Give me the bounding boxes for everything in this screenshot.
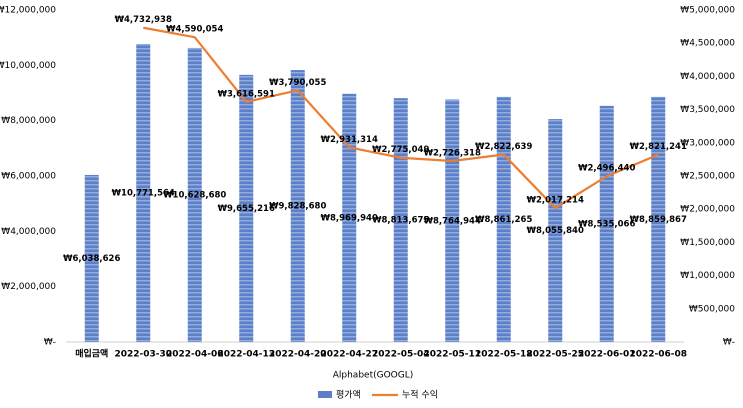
y-tick-label: ₩10,000,000: [0, 61, 56, 71]
legend-label: 누적 수익: [402, 389, 438, 401]
data-label: ₩2,822,639: [475, 142, 532, 152]
y-tick-label: ₩-: [44, 338, 56, 348]
data-label: ₩2,931,314: [321, 135, 378, 145]
x-tick-label: 2022-05-04: [372, 350, 430, 360]
y-tick-label: ₩6,000,000: [1, 172, 56, 182]
x-axis-title: Alphabet(GOOGL): [333, 371, 414, 381]
data-label: ₩8,813,675: [372, 216, 429, 226]
data-label: ₩8,861,265: [475, 215, 532, 225]
y2-tick-label: ₩2,500,000: [680, 172, 735, 182]
x-tick-label: 2022-05-18: [475, 350, 533, 360]
data-label: ₩3,790,055: [269, 78, 326, 88]
bar: [342, 93, 357, 342]
y2-tick-label: ₩-: [723, 338, 735, 348]
y-tick-label: ₩12,000,000: [0, 6, 56, 16]
x-tick-label: 2022-04-13: [217, 350, 275, 360]
data-label: ₩3,616,591: [218, 89, 275, 99]
data-label: ₩2,017,214: [527, 196, 584, 206]
x-tick-label: 2022-05-25: [526, 350, 584, 360]
y2-tick-label: ₩1,500,000: [680, 238, 735, 248]
legend-label: 평가액: [336, 389, 361, 401]
legend-swatch: [318, 391, 332, 398]
data-label: ₩9,655,216: [218, 204, 275, 214]
data-label: ₩10,628,680: [163, 190, 226, 200]
bar: [599, 105, 614, 342]
data-label: ₩4,732,938: [115, 15, 172, 25]
data-label: ₩8,055,840: [527, 226, 584, 236]
y2-tick-label: ₩500,000: [689, 304, 735, 314]
y-tick-label: ₩8,000,000: [1, 116, 56, 126]
data-label: ₩8,969,940: [321, 213, 378, 223]
x-tick-label: 2022-06-01: [578, 350, 636, 360]
x-tick-label: 2022-06-08: [629, 350, 687, 360]
data-label: ₩4,590,054: [166, 25, 223, 35]
x-tick-label: 2022-03-30: [114, 350, 172, 360]
data-label: ₩10,771,564: [112, 188, 175, 198]
bar: [239, 74, 254, 342]
y2-tick-label: ₩5,000,000: [680, 6, 735, 16]
y-tick-label: ₩4,000,000: [1, 227, 56, 237]
data-label: ₩6,038,626: [63, 254, 120, 264]
y-tick-label: ₩2,000,000: [1, 282, 56, 292]
bar: [84, 174, 99, 342]
x-tick-label: 2022-04-20: [269, 350, 327, 360]
data-label: ₩2,496,440: [578, 164, 635, 174]
data-label: ₩9,828,680: [269, 202, 326, 212]
data-label: ₩8,859,867: [630, 215, 687, 225]
y2-tick-label: ₩4,500,000: [680, 39, 735, 49]
y2-tick-label: ₩3,500,000: [680, 105, 735, 115]
x-tick-label: 2022-04-27: [320, 350, 378, 360]
data-label: ₩8,764,944: [424, 216, 481, 226]
data-label: ₩2,775,049: [372, 145, 429, 155]
y2-tick-label: ₩1,000,000: [680, 271, 735, 281]
bar: [290, 70, 305, 343]
y2-tick-label: ₩2,000,000: [680, 205, 735, 215]
x-tick-label: 2022-04-06: [166, 350, 224, 360]
y2-tick-label: ₩3,000,000: [680, 138, 735, 148]
data-label: ₩2,821,241: [630, 142, 687, 152]
bar: [136, 43, 151, 343]
bar: [187, 47, 202, 343]
bar: [548, 119, 563, 342]
data-label: ₩2,726,318: [424, 148, 481, 158]
y2-tick-label: ₩4,000,000: [680, 72, 735, 82]
data-label: ₩8,535,066: [578, 219, 635, 229]
x-tick-label: 2022-05-11: [423, 350, 481, 360]
line: [143, 26, 659, 210]
x-tick-label: 매입금액: [75, 348, 108, 360]
bar: [651, 96, 666, 342]
bar: [393, 98, 408, 342]
